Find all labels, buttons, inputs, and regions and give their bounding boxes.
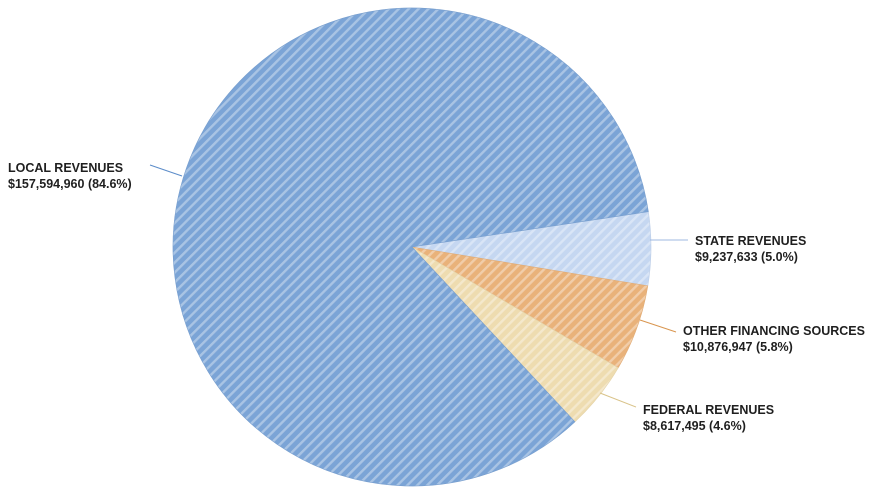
- slice-value-local-revenues: $157,594,960 (84.6%): [8, 177, 132, 191]
- slice-label-other-financing-sources: OTHER FINANCING SOURCES: [683, 324, 865, 338]
- slice-label-federal-revenues: FEDERAL REVENUES: [643, 403, 774, 417]
- slice-value-other-financing-sources: $10,876,947 (5.8%): [683, 340, 793, 354]
- slice-label-state-revenues: STATE REVENUES: [695, 234, 806, 248]
- slices-layer: [172, 7, 652, 487]
- leader-lines-layer: [149, 164, 688, 408]
- slice-label-local-revenues: LOCAL REVENUES: [8, 161, 123, 175]
- slice-value-federal-revenues: $8,617,495 (4.6%): [643, 419, 746, 433]
- leader-line-other-financing-sources: [639, 319, 677, 333]
- leader-line-federal-revenues: [599, 392, 637, 408]
- leader-line-local-revenues: [149, 164, 183, 177]
- pie-slice-local-revenues: [172, 7, 649, 487]
- labels-layer: STATE REVENUES $9,237,633 (5.0%) OTHER FIN…: [8, 161, 865, 433]
- slice-value-state-revenues: $9,237,633 (5.0%): [695, 250, 798, 264]
